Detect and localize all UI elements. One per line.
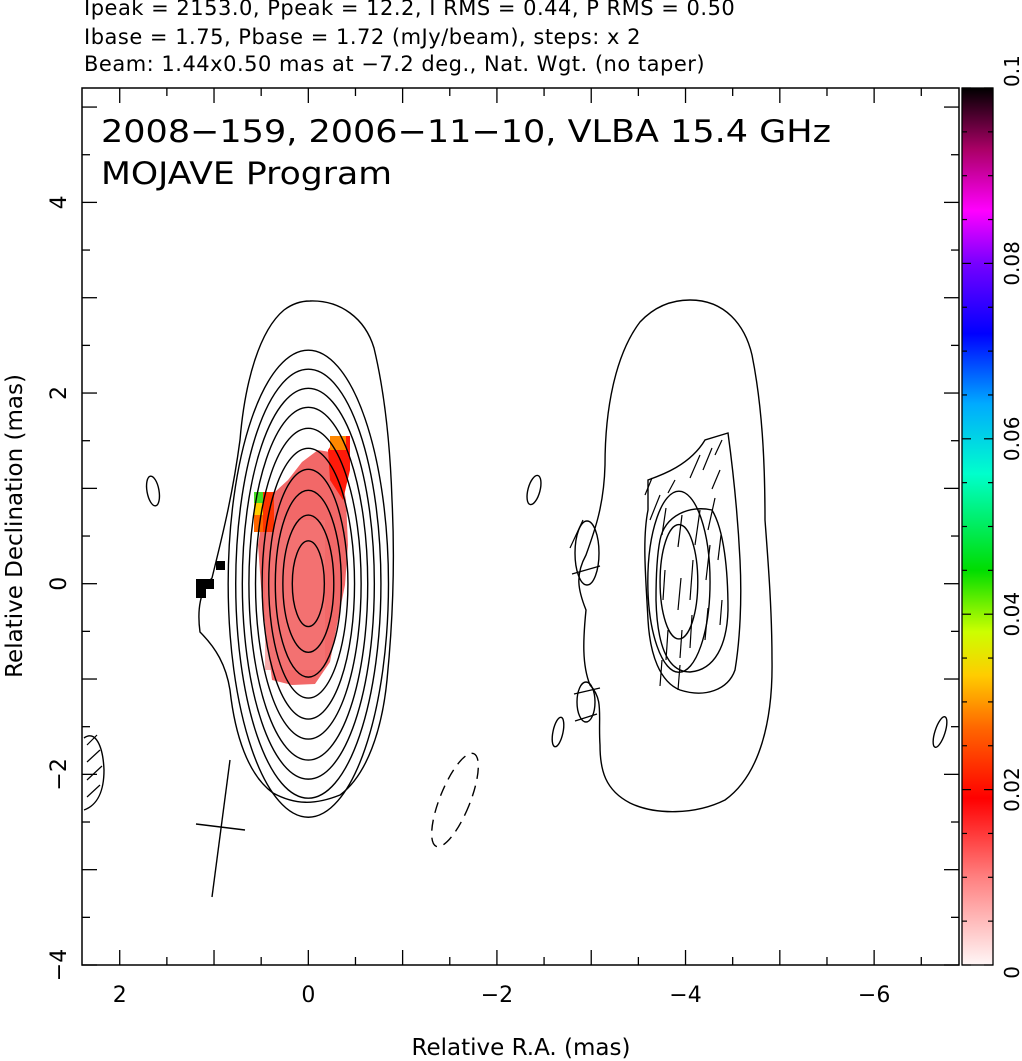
core-contour-8 (274, 489, 343, 678)
x-tick-label: −4 (669, 983, 701, 1008)
colorbar-tick-label: 0.02 (1000, 767, 1022, 812)
header-line-peak: Ipeak = 2153.0, Ppeak = 12.2, I RMS = 0.… (84, 0, 736, 20)
y-tick-label: −4 (47, 949, 72, 981)
evpa-sticks (86, 439, 723, 798)
x-tick-label: −2 (481, 983, 513, 1008)
blob-contour-1 (145, 475, 161, 507)
colorbar-tick-label: 0.08 (1000, 241, 1022, 286)
polarization-ridge-red (328, 436, 350, 500)
chart-title: 2008−159, 2006−11−10, VLBA 15.4 GHz (101, 114, 831, 150)
blob-contour-edge (83, 735, 105, 811)
plot-frame (81, 87, 960, 966)
core-contour-group (227, 349, 390, 818)
axis-ticks (82, 88, 959, 966)
polarization-edge-yellow (254, 503, 263, 515)
header-line-beam: Beam: 1.44x0.50 mas at −7.2 deg., Nat. W… (84, 52, 706, 76)
blob-contour-4 (576, 681, 596, 723)
colorbar (961, 87, 994, 966)
core-contour-2 (235, 368, 382, 799)
chart-subtitle: MOJAVE Program (101, 156, 392, 192)
blob-contour-2 (526, 474, 542, 506)
y-tick-label: −2 (47, 758, 72, 790)
blob-contour-6 (932, 716, 948, 748)
polarization-saturated-pixels (216, 561, 225, 570)
x-tick-label: −6 (858, 983, 890, 1008)
x-tick-label: 0 (301, 983, 315, 1008)
x-tick-label: 2 (113, 983, 127, 1008)
header-line-base: Ibase = 1.75, Pbase = 1.72 (mJy/beam), s… (84, 25, 641, 49)
colorbar-tick-label: 0.04 (1000, 592, 1022, 637)
y-axis-label: Relative Declination (mas) (2, 374, 28, 678)
jet-outer-contour (578, 299, 773, 813)
core-contour-3 (241, 387, 376, 780)
jet-middle-contour (644, 432, 742, 694)
core-contour-7 (268, 468, 349, 699)
jet-contour-2 (659, 523, 699, 640)
core-contour-1 (227, 349, 390, 818)
polarization-edge-orange (254, 515, 263, 532)
colorbar-tick-label: 0.06 (1000, 417, 1022, 462)
polarization-edge-green (254, 492, 263, 504)
negative-contour (430, 752, 480, 848)
core-contour-6 (261, 447, 356, 720)
core-contour-4 (248, 406, 369, 761)
restoring-beam-cross (195, 759, 246, 898)
core-outer-contour (198, 300, 395, 803)
colorbar-tick-label: 0 (1000, 966, 1022, 979)
y-tick-label: 0 (47, 577, 72, 591)
core-contour-9 (282, 514, 335, 654)
colorbar-ticks (962, 87, 993, 966)
jet-inner-contour (655, 508, 729, 673)
colorbar-tick-label: 0.1 (1000, 55, 1022, 87)
y-tick-label: 2 (47, 386, 72, 400)
core-contour-5 (254, 427, 362, 740)
blob-contour-3 (574, 520, 600, 586)
core-contour-10 (291, 540, 326, 628)
y-tick-label: 4 (47, 195, 72, 209)
blob-contour-5 (551, 716, 565, 748)
x-axis-label: Relative R.A. (mas) (412, 1035, 631, 1061)
